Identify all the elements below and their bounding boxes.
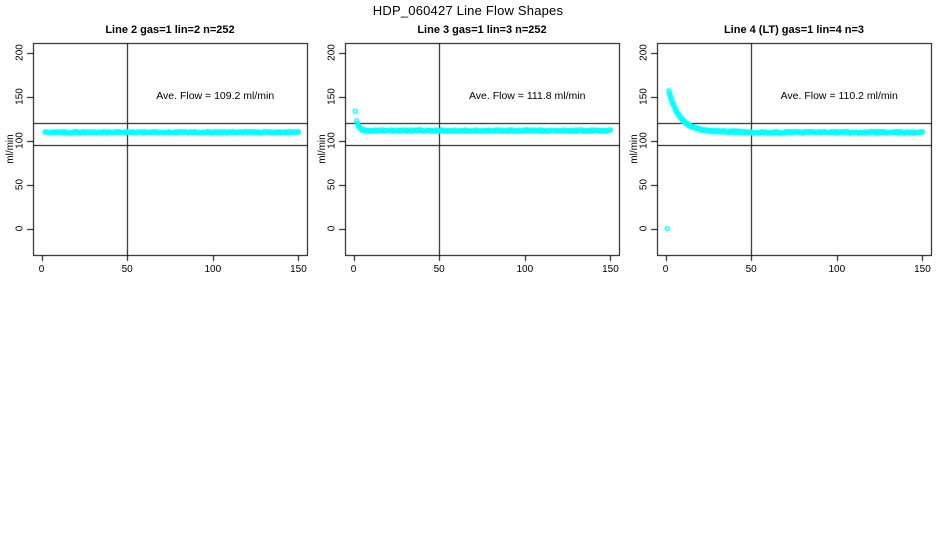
y-tick-label: 0 <box>14 225 26 232</box>
x-tick-label: 150 <box>602 264 619 275</box>
y-tick-label: 50 <box>326 179 338 191</box>
y-tick-label: 150 <box>638 88 650 105</box>
x-tick-label: 150 <box>290 264 307 275</box>
x-tick-label: 50 <box>433 264 445 275</box>
y-tick-label: 100 <box>14 132 26 149</box>
plot-2-title: Line 3 gas=1 lin=3 n=252 <box>417 24 547 36</box>
x-tick-label: 150 <box>914 264 931 275</box>
x-tick-label: 50 <box>121 264 133 275</box>
x-tick-label: 0 <box>350 264 357 275</box>
figure-title: HDP_060427 Line Flow Shapes <box>372 3 564 18</box>
y-tick-label: 50 <box>14 179 26 191</box>
y-tick-label: 100 <box>326 132 338 149</box>
y-tick-label: 0 <box>326 225 338 232</box>
x-tick-label: 0 <box>38 264 45 275</box>
y-tick-label: 200 <box>14 44 26 62</box>
y-tick-label: 200 <box>326 44 338 62</box>
y-tick-label: 100 <box>638 132 650 149</box>
plot-1-title: Line 2 gas=1 lin=2 n=252 <box>105 24 235 36</box>
plot-1-ave-flow-annotation: Ave. Flow = 109.2 ml/min <box>156 90 275 102</box>
y-tick-label: 150 <box>14 88 26 105</box>
y-tick-label: 150 <box>326 88 338 105</box>
y-tick-label: 200 <box>638 44 650 62</box>
x-tick-label: 50 <box>745 264 757 275</box>
y-tick-label: 0 <box>638 225 650 232</box>
plot-3-ave-flow-annotation: Ave. Flow = 110.2 ml/min <box>780 90 898 102</box>
plot-2-ave-flow-annotation: Ave. Flow = 111.8 ml/min <box>468 90 586 102</box>
x-tick-label: 0 <box>662 264 669 275</box>
x-tick-label: 100 <box>828 264 846 275</box>
x-tick-label: 100 <box>516 264 534 275</box>
plot-3-title: Line 4 (LT) gas=1 lin=4 n=3 <box>723 24 865 36</box>
y-tick-label: 50 <box>638 179 650 191</box>
x-tick-label: 100 <box>204 264 222 275</box>
